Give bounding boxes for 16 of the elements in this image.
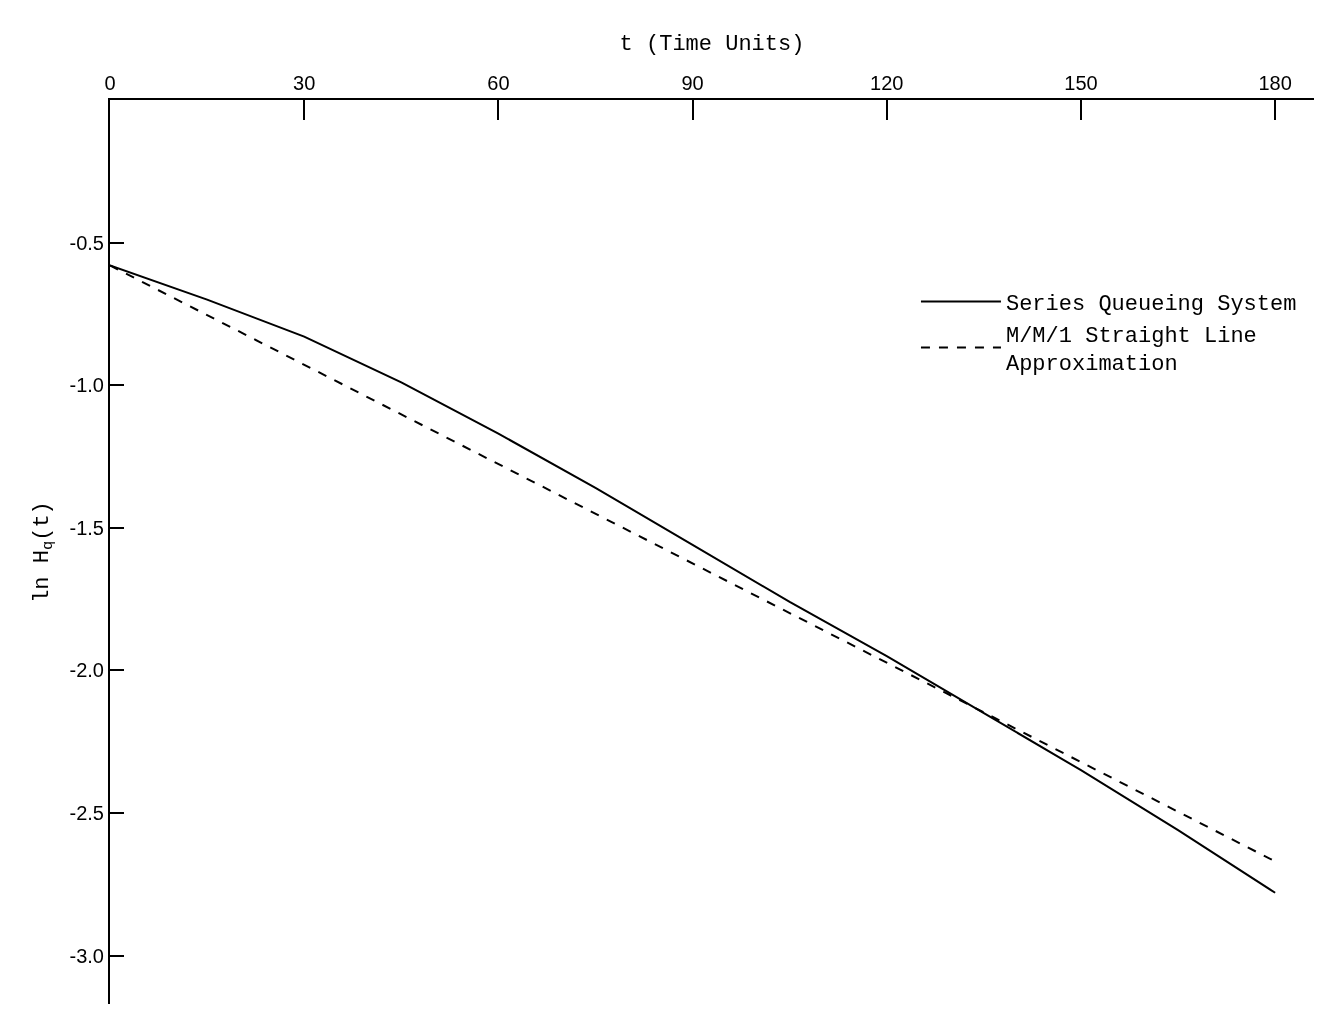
y-tick-label: -3.0 <box>69 944 104 967</box>
x-tick-label: 60 <box>487 72 510 94</box>
x-tick-label: 150 <box>1064 72 1098 94</box>
y-tick-label: -2.5 <box>69 801 104 824</box>
y-tick-label: -1.5 <box>69 516 104 539</box>
y-tick-label: -2.0 <box>69 659 104 682</box>
x-tick-label: 30 <box>293 72 316 94</box>
legend-label: Series Queueing System <box>1005 292 1297 318</box>
x-tick-label: 180 <box>1258 72 1292 94</box>
y-tick-label: -1.0 <box>69 374 104 397</box>
legend-label: M/M/1 Straight Line Approximation <box>1005 323 1257 378</box>
x-tick-label: 120 <box>870 72 904 94</box>
y-tick-label: -0.5 <box>69 231 104 254</box>
x-tick-label: 90 <box>681 72 704 94</box>
x-axis-title: t (Time Units) <box>619 32 805 58</box>
x-tick-label: 0 <box>104 72 116 94</box>
